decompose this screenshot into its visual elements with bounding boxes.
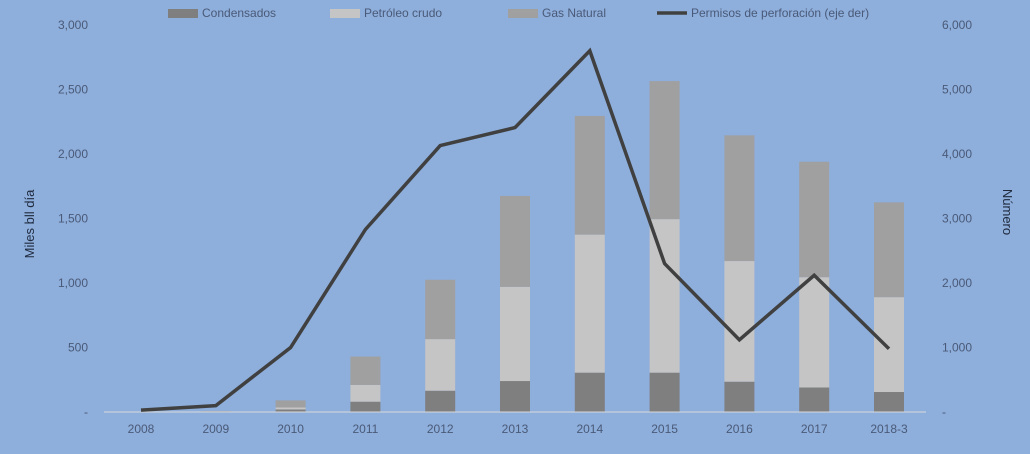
y2-tick-label: 2,000	[942, 276, 972, 290]
legend-swatch	[330, 9, 360, 18]
legend-label: Gas Natural	[542, 6, 606, 20]
x-tick-label: 2018-3	[870, 422, 908, 436]
y2-tick-label: 3,000	[942, 212, 972, 226]
bar-gas-natural-2018-3	[874, 202, 904, 298]
legend-label: Petróleo crudo	[364, 6, 442, 20]
bar-gas-natural-2015	[649, 81, 680, 220]
y-tick-label: 2,500	[58, 83, 88, 97]
legend-label: Permisos de perforación (eje der)	[691, 6, 869, 20]
left-axis-ticks: - 500 1,000 1,500 2,000 2,500 3,000	[58, 18, 88, 419]
y2-tick-label: 6,000	[942, 18, 972, 32]
x-tick-label: 2011	[352, 422, 378, 436]
bar-condensados-2011	[350, 401, 381, 412]
bar-gas-natural-2012	[425, 279, 456, 340]
y-axis-title: Miles bll día	[22, 189, 37, 258]
x-tick-label: 2014	[576, 422, 603, 436]
drilling-permits-line	[140, 47, 891, 412]
bar-condensados-2014	[574, 372, 605, 412]
bar-condensados-2018-3	[874, 392, 904, 412]
bar-petr-leo-crudo-2014	[574, 234, 605, 373]
bar-condensados-2016	[724, 381, 755, 412]
right-axis-ticks: - 1,000 2,000 3,000 4,000 5,000 6,000	[942, 18, 972, 419]
bar-condensados-2010	[275, 409, 306, 412]
bar-gas-natural-2011	[350, 356, 381, 385]
x-tick-label: 2013	[502, 422, 529, 436]
bar-gas-natural-2017	[799, 161, 830, 278]
x-axis-ticks: 2008 2009 2010 2011 2012 2013 2014 2015 2016 2017…	[128, 422, 908, 436]
bar-condensados-2012	[425, 390, 456, 412]
y2-axis-title: Número	[1000, 189, 1015, 235]
legend-swatch	[508, 9, 538, 18]
x-tick-label: 2015	[651, 422, 678, 436]
bar-petr-leo-crudo-2012	[425, 339, 456, 391]
y-tick-label: 3,000	[58, 18, 88, 32]
legend: Condensados Petróleo crudo Gas Natural Perm…	[168, 6, 869, 20]
bar-gas-natural-2010	[275, 400, 306, 408]
bar-petr-leo-crudo-2015	[649, 219, 680, 373]
y2-tick-label: 1,000	[942, 341, 972, 355]
bar-petr-leo-crudo-2016	[724, 261, 755, 382]
bar-petr-leo-crudo-2010	[275, 407, 306, 410]
x-tick-label: 2012	[427, 422, 454, 436]
bar-gas-natural-2014	[574, 115, 605, 235]
bar-petr-leo-crudo-2013	[500, 286, 530, 382]
y-tick-label: 1,000	[58, 276, 88, 290]
x-tick-label: 2010	[277, 422, 304, 436]
bar-condensados-2017	[799, 387, 830, 412]
y-tick-label: -	[84, 405, 88, 419]
bar-petr-leo-crudo-2011	[350, 384, 381, 402]
x-tick-label: 2008	[128, 422, 155, 436]
bars	[200, 81, 904, 412]
bar-gas-natural-2013	[500, 195, 530, 287]
y2-tick-label: 4,000	[942, 147, 972, 161]
y2-tick-label: -	[942, 405, 946, 419]
y-tick-label: 500	[68, 341, 88, 355]
x-tick-label: 2009	[202, 422, 229, 436]
y2-tick-label: 5,000	[942, 83, 972, 97]
bar-petr-leo-crudo-2017	[799, 277, 830, 388]
y-tick-label: 1,500	[58, 212, 88, 226]
bar-gas-natural-2016	[724, 135, 755, 262]
bar-petr-leo-crudo-2018-3	[874, 297, 904, 393]
legend-label: Condensados	[202, 6, 276, 20]
y-tick-label: 2,000	[58, 147, 88, 161]
legend-swatch	[168, 9, 198, 18]
x-tick-label: 2016	[726, 422, 753, 436]
bar-condensados-2013	[500, 381, 530, 412]
bar-condensados-2015	[649, 372, 680, 412]
x-tick-label: 2017	[801, 422, 828, 436]
